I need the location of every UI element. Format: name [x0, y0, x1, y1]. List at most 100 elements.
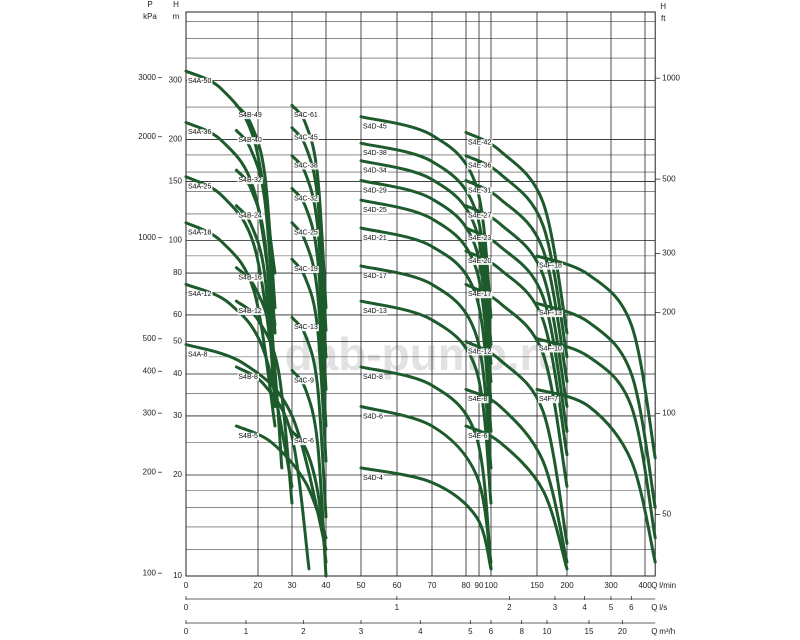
curve-label: S4E-31	[468, 187, 491, 194]
label-bg	[362, 187, 388, 195]
y2-tick-label: 50	[662, 510, 671, 519]
label-bg	[237, 307, 263, 315]
curve-label: S4C-6	[294, 438, 314, 445]
curve-label: S4B-8	[238, 374, 258, 381]
label-bg	[362, 474, 384, 482]
pump-curve	[359, 405, 493, 564]
x3-tick-label: 3	[359, 627, 364, 636]
label-bg	[467, 212, 493, 220]
label-bg	[187, 351, 209, 359]
x3-title: Q	[651, 627, 657, 636]
pump-curve	[359, 466, 493, 571]
x3-tick-label: 10	[543, 627, 552, 636]
label-bg	[293, 162, 319, 170]
curve-label: S4C-45	[294, 135, 318, 142]
curve-label: S4C-9	[294, 377, 314, 384]
curve-label: S4B-16	[238, 275, 261, 282]
x3-tick-label: 1	[244, 627, 249, 636]
curve-label: S4B-40	[238, 137, 261, 144]
label-bg	[293, 266, 319, 274]
x-tick-label: 200	[560, 581, 574, 590]
curve-label: S4E-17	[468, 291, 491, 298]
curve-label: S4C-61	[294, 112, 318, 119]
label-bg	[467, 139, 493, 147]
x3-tick-label: 6	[489, 627, 494, 636]
label-bg	[467, 162, 493, 170]
y2-tick-label: 100	[662, 409, 676, 418]
x-tick-label: 40	[322, 581, 331, 590]
label-bg	[362, 167, 388, 175]
pump-curve	[234, 424, 328, 540]
y2-title: H	[660, 2, 666, 11]
label-bg	[538, 310, 564, 318]
p-tick-label: 2000	[138, 132, 156, 141]
label-bg	[467, 187, 493, 195]
p-unit: kPa	[143, 12, 157, 21]
y-tick-label: 10	[173, 571, 182, 580]
label-bg	[538, 262, 564, 270]
y2-tick-label: 200	[662, 308, 676, 317]
label-bg	[187, 77, 213, 85]
x-tick-label: 70	[428, 581, 437, 590]
y-tick-label: 30	[173, 411, 182, 420]
label-bg	[362, 413, 384, 421]
label-bg	[467, 348, 493, 356]
p-tick-label: 1000	[138, 233, 156, 242]
label-bg	[293, 229, 319, 237]
curve-label: S4D-29	[363, 187, 387, 194]
pump-curve	[535, 301, 657, 509]
x2-tick-label: 3	[553, 603, 558, 612]
x3-unit: m³/h	[659, 627, 675, 636]
p-title: P	[147, 0, 152, 9]
label-bg	[187, 183, 213, 191]
label-bg	[187, 229, 213, 237]
curve-label: S4D-8	[363, 374, 383, 381]
curve-label: S4F-13	[539, 310, 562, 317]
x2-title: Q	[651, 603, 657, 612]
label-bg	[362, 373, 384, 381]
x-tick-label: 150	[530, 581, 544, 590]
label-bg	[237, 373, 259, 381]
y-tick-label: 20	[173, 470, 182, 479]
curve-label: S4C-25	[294, 230, 318, 237]
p-tick-label: 500	[143, 334, 157, 343]
y-tick-label: 80	[173, 268, 182, 277]
x-tick-label: 20	[254, 581, 263, 590]
label-bg	[293, 438, 315, 446]
label-bg	[237, 112, 263, 120]
curve-label: S4F-18	[539, 263, 562, 270]
curve-label: S4B-12	[238, 308, 261, 315]
x3-tick-label: 2	[301, 627, 306, 636]
pump-curve	[359, 115, 493, 319]
pump-curve	[464, 424, 569, 571]
curve-label: S4E-36	[468, 163, 491, 170]
pump-curve	[359, 264, 493, 470]
curve-label: S4C-32	[294, 195, 318, 202]
y-tick-label: 60	[173, 310, 182, 319]
curve-label: S4B-49	[238, 112, 261, 119]
curve-label: S4D-34	[363, 168, 387, 175]
y2-unit: ft	[661, 14, 666, 23]
p-tick-label: 200	[143, 467, 157, 476]
label-bg	[237, 212, 263, 220]
pump-curve	[535, 254, 657, 460]
x-tick-label: 80	[462, 581, 471, 590]
x3-tick-label: 5	[468, 627, 473, 636]
curve-label: S4A-50	[188, 78, 211, 85]
label-bg	[293, 134, 319, 142]
curve-label: S4E-12	[468, 348, 491, 355]
p-tick-label: 3000	[138, 73, 156, 82]
y-tick-label: 40	[173, 369, 182, 378]
pump-curve	[359, 179, 493, 383]
y-title: H	[173, 0, 179, 9]
curve-label: S4B-32	[238, 177, 261, 184]
x2-tick-label: 1	[395, 603, 400, 612]
x-unit: l/min	[659, 581, 676, 590]
x2-tick-label: 4	[582, 603, 587, 612]
plot-frame	[185, 11, 656, 577]
label-bg	[362, 307, 388, 315]
y-tick-label: 150	[169, 177, 183, 186]
curve-label: S4D-38	[363, 150, 387, 157]
